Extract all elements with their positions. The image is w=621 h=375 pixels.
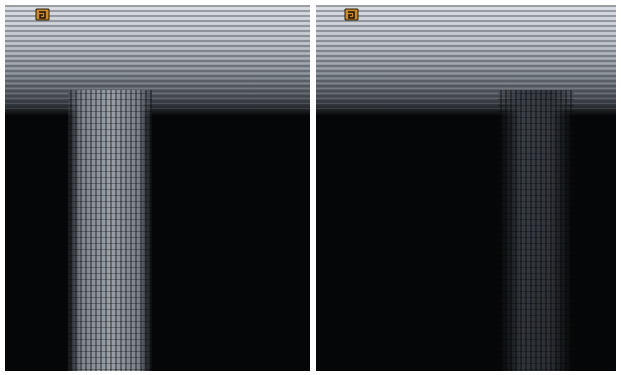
column-fade — [498, 90, 574, 371]
spectrogram-comparison — [0, 0, 621, 375]
column-texture — [68, 90, 152, 371]
right-panel — [316, 5, 616, 371]
left-panel — [5, 5, 310, 371]
page — [0, 0, 621, 375]
band-texture — [5, 5, 310, 110]
